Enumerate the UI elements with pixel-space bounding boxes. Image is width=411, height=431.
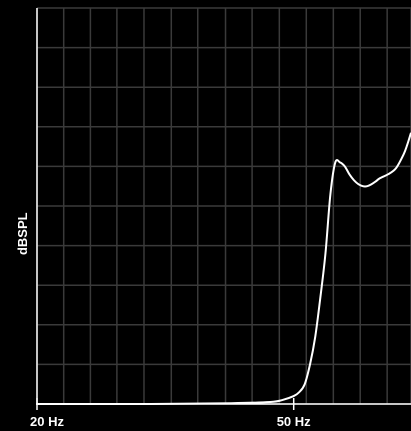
x-tick-label-0: 20 Hz [30,414,64,429]
x-tick-label-1: 50 Hz [277,414,311,429]
grid [36,7,411,405]
series-layer [36,132,411,406]
labels-layer: 20 Hz 50 Hz [30,398,311,429]
series-line-0 [36,132,411,406]
y-axis-label: dBSPL [15,212,30,255]
